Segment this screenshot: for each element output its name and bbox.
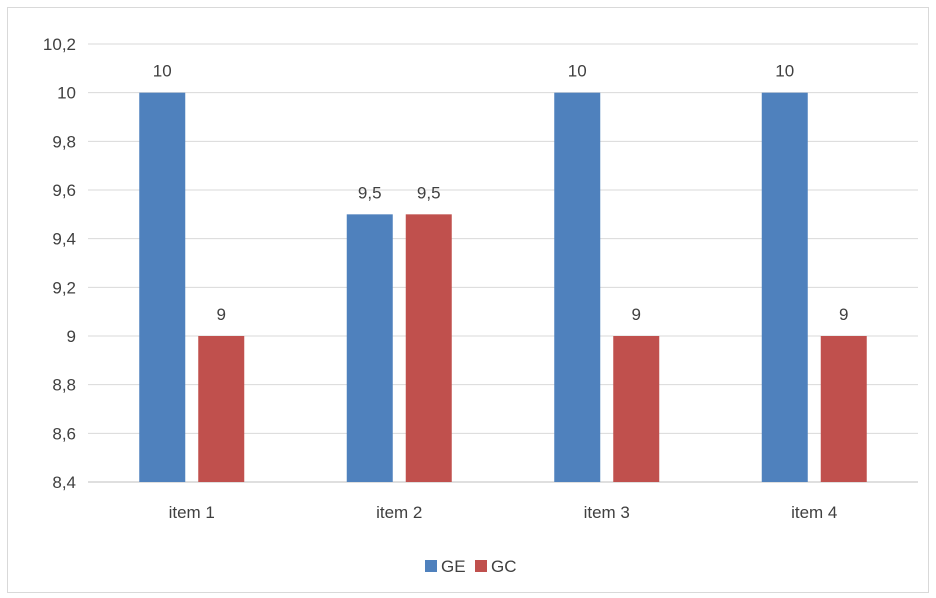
data-label: 9,5 <box>358 183 382 202</box>
x-tick-label: item 4 <box>791 503 837 522</box>
data-label: 10 <box>153 62 172 81</box>
data-label: 9 <box>839 305 848 324</box>
bar-ge <box>346 214 393 483</box>
y-axis-tick-labels: 8,4 8,6 8,8 9 9,2 9,4 9,6 9,8 10 10,2 <box>43 35 76 492</box>
x-tick-label: item 2 <box>376 503 422 522</box>
data-label: 10 <box>775 62 794 81</box>
legend-swatch-gc <box>475 560 487 572</box>
bar-ge <box>554 92 601 483</box>
bar-gc <box>405 214 452 483</box>
y-tick-label: 8,6 <box>52 424 76 443</box>
y-tick-label: 10 <box>57 84 76 103</box>
y-tick-label: 9,4 <box>52 230 76 249</box>
x-tick-label: item 3 <box>584 503 630 522</box>
data-labels: 10 9 9,5 9,5 10 9 10 9 <box>153 62 849 324</box>
legend-label-gc: GC <box>491 557 517 576</box>
data-label: 9 <box>632 305 641 324</box>
data-label: 10 <box>568 62 587 81</box>
legend-swatch-ge <box>425 560 437 572</box>
bar-gc <box>820 336 867 482</box>
x-tick-label: item 1 <box>169 503 215 522</box>
y-tick-label: 9,2 <box>52 278 76 297</box>
bar-gc <box>613 336 660 482</box>
y-tick-label: 8,4 <box>52 473 76 492</box>
data-label: 9,5 <box>417 183 441 202</box>
y-tick-label: 8,8 <box>52 376 76 395</box>
chart-frame: 8,4 8,6 8,8 9 9,2 9,4 9,6 9,8 10 10,2 10 9 9,5 9,5 10… <box>7 7 929 593</box>
y-tick-label: 9,6 <box>52 181 76 200</box>
bar-ge <box>761 92 808 483</box>
bar-ge <box>139 92 186 483</box>
bar-gc <box>198 336 245 482</box>
y-tick-label: 9,8 <box>52 132 76 151</box>
legend: GE GC <box>425 557 517 576</box>
bars <box>139 92 867 483</box>
x-axis-tick-labels: item 1 item 2 item 3 item 4 <box>169 503 838 522</box>
legend-label-ge: GE <box>441 557 466 576</box>
y-tick-label: 10,2 <box>43 35 76 54</box>
y-tick-label: 9 <box>67 327 76 346</box>
data-label: 9 <box>217 305 226 324</box>
